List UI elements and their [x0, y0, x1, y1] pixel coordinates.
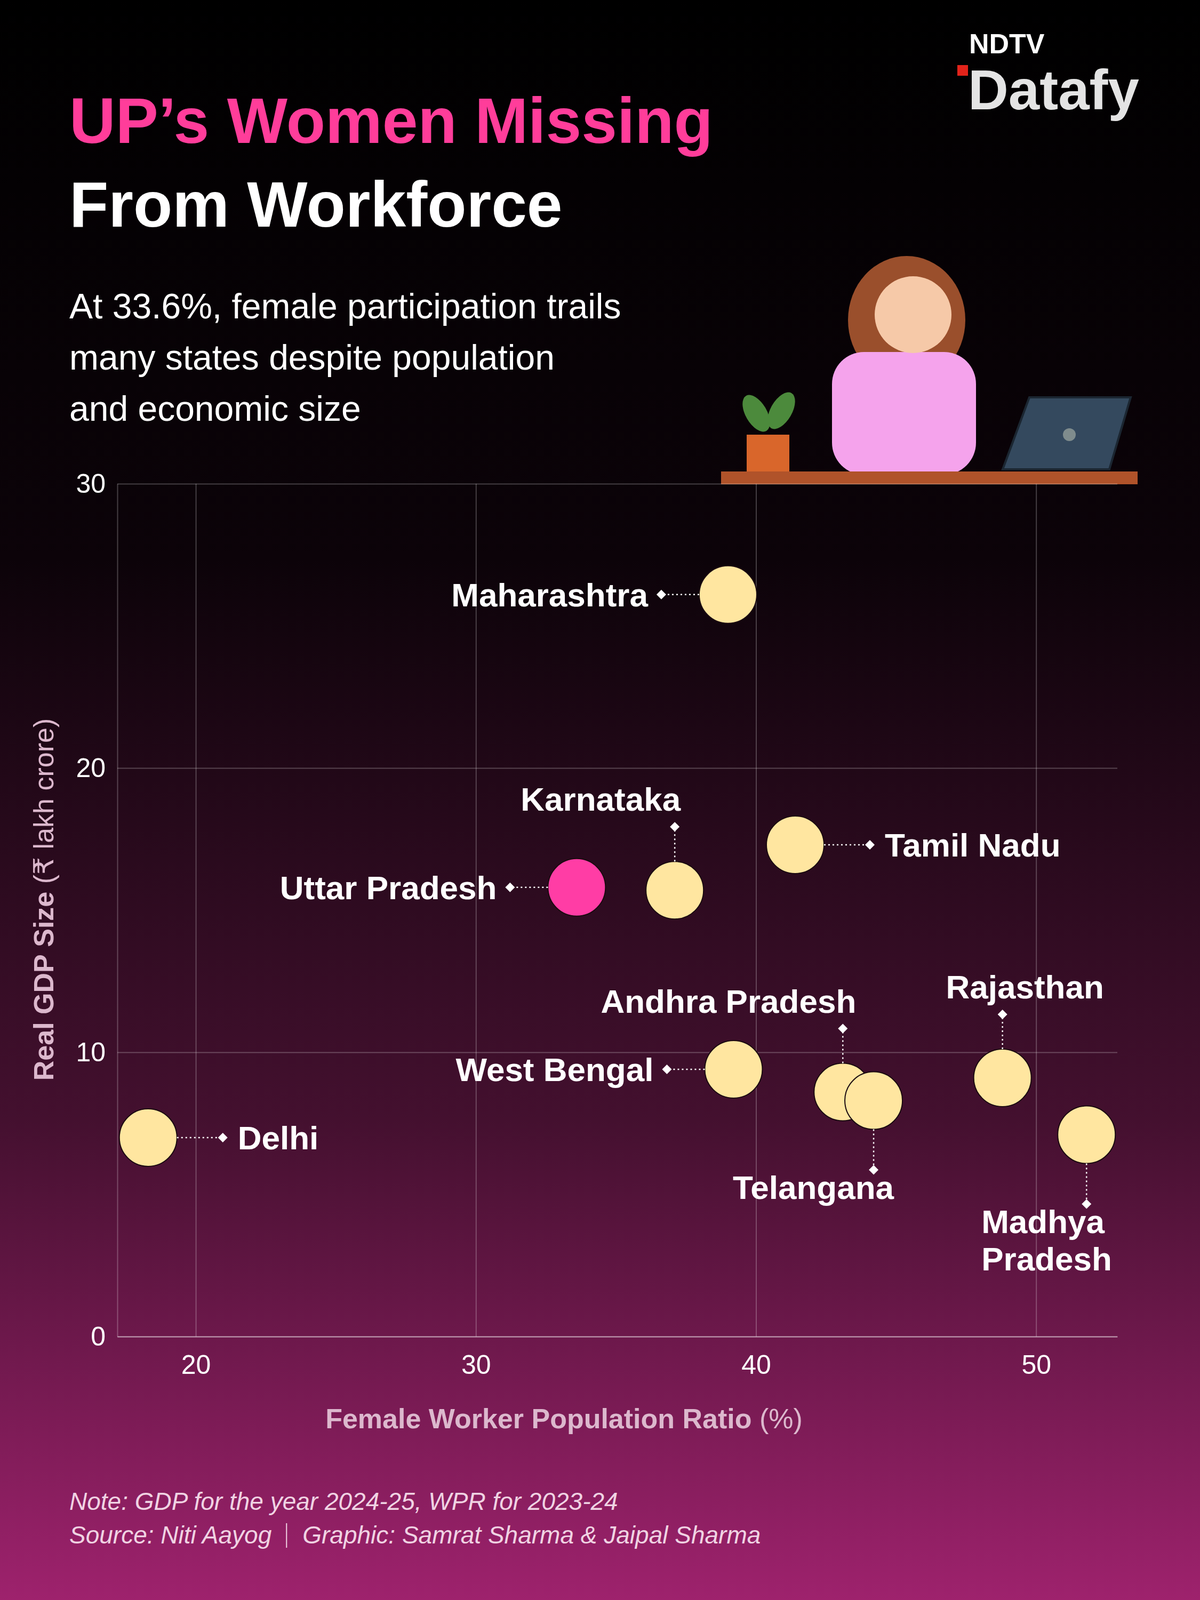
x-tick: 30 — [461, 483, 492, 1380]
leader-diamond — [997, 1009, 1008, 1020]
footer-separator — [285, 1523, 287, 1548]
illustration — [721, 256, 1138, 485]
point-label: Maharashtra — [451, 576, 648, 614]
point-label: Karnataka — [520, 780, 681, 818]
illustration-desk — [721, 471, 1138, 485]
illustration-leaf — [762, 387, 802, 434]
point — [645, 861, 704, 919]
x-axis-line — [117, 1336, 1118, 1338]
point — [119, 1108, 178, 1167]
point-label: MadhyaPradesh — [981, 1203, 1112, 1278]
brand-dot — [957, 65, 968, 76]
point-label: Andhra Pradesh — [600, 982, 856, 1020]
leader-line — [1001, 1014, 1004, 1050]
subtitle: and economic size — [69, 388, 362, 429]
illustration-face — [874, 276, 952, 354]
point — [704, 1040, 763, 1099]
point-label: Uttar Pradesh — [280, 869, 498, 907]
point — [547, 858, 606, 917]
y-tick-label: 30 — [75, 468, 106, 499]
leader-line — [177, 1137, 223, 1139]
y-grid-line — [117, 483, 1118, 485]
point — [1057, 1106, 1116, 1164]
x-grid-line — [195, 483, 197, 1337]
y-tick-label: 0 — [90, 1321, 106, 1352]
point — [766, 816, 824, 874]
x-tick: 40 — [741, 483, 772, 1380]
x-grid-line — [755, 483, 757, 1337]
chart-root: NDTVDatafy UP’s Women Missing From Workfor… — [0, 0, 1200, 1600]
point-label: West Bengal — [456, 1051, 654, 1088]
points — [119, 565, 1116, 1167]
leader-diamond — [865, 840, 875, 850]
title: From Workforce — [69, 168, 563, 240]
leader-line — [661, 594, 700, 596]
leader-diamond — [218, 1132, 228, 1143]
credit: Graphic: Samrat Sharma & Jaipal Sharma — [302, 1521, 761, 1549]
point — [844, 1072, 903, 1130]
subtitle: many states despite population — [69, 337, 555, 378]
leader-diamond — [661, 1064, 672, 1075]
point-label: Telangana — [732, 1169, 895, 1206]
x-axis-title: Female Worker Population Ratio (%) — [325, 1403, 803, 1435]
leader-line — [509, 886, 548, 889]
chart-svg: NDTVDatafy UP’s Women Missing From Workfor… — [0, 0, 1200, 1600]
illustration-pot — [746, 434, 790, 472]
background — [0, 0, 1200, 1600]
subtitle: At 33.6%, female participation trails — [69, 286, 622, 326]
y-tick: 20 — [75, 753, 1118, 783]
illustration-laptop — [1002, 397, 1131, 470]
y-tick: 0 — [90, 1321, 1118, 1352]
leader-diamond — [505, 882, 515, 893]
brand-main: Datafy — [968, 58, 1140, 122]
title: UP’s Women Missing — [69, 84, 714, 157]
leader-line — [873, 1129, 875, 1171]
leader-diamond — [837, 1024, 848, 1034]
x-tick-label: 20 — [181, 1349, 212, 1380]
y-axis-line — [117, 484, 119, 1338]
leader-line — [1085, 1163, 1088, 1205]
y-grid-line — [117, 1336, 1118, 1338]
y-axis: 0 10 20 30 — [75, 468, 1118, 1352]
x-tick-label: 30 — [461, 1349, 492, 1380]
source: Source: Niti Aayog — [69, 1521, 272, 1549]
point-label: Rajasthan — [945, 968, 1104, 1006]
point — [973, 1049, 1032, 1107]
illustration-logo — [1062, 428, 1076, 442]
y-grid-line — [117, 768, 1118, 770]
note: Note: GDP for the year 2024-25, WPR for … — [69, 1487, 619, 1516]
annotations: Maharashtra Karnataka Uttar Pradesh Tamil N… — [177, 576, 1112, 1278]
illustration-body — [832, 352, 976, 475]
leader-line — [666, 1068, 705, 1071]
x-tick-label: 40 — [741, 1349, 772, 1380]
y-axis-title: Real GDP Size (₹ lakh crore) — [28, 718, 60, 1081]
x-tick: 20 — [181, 483, 212, 1380]
leader-diamond — [669, 821, 680, 832]
point — [699, 565, 757, 624]
point-label: Tamil Nadu — [884, 826, 1061, 864]
leader-line — [674, 826, 676, 862]
leader-diamond — [656, 589, 667, 600]
leader-line — [842, 1028, 844, 1064]
x-tick-label: 50 — [1021, 1349, 1052, 1380]
y-tick: 30 — [75, 468, 1118, 499]
y-tick-label: 20 — [75, 753, 106, 783]
plot: 20 30 40 50 0 10 20 30 Maharashtra Karnataka Uttar… — [75, 468, 1118, 1380]
brand-top: NDTV — [969, 28, 1045, 60]
leader-line — [824, 844, 870, 846]
x-axis: 20 30 40 50 — [117, 483, 1118, 1380]
y-tick-label: 10 — [75, 1037, 106, 1068]
point-label: Delhi — [237, 1119, 319, 1157]
